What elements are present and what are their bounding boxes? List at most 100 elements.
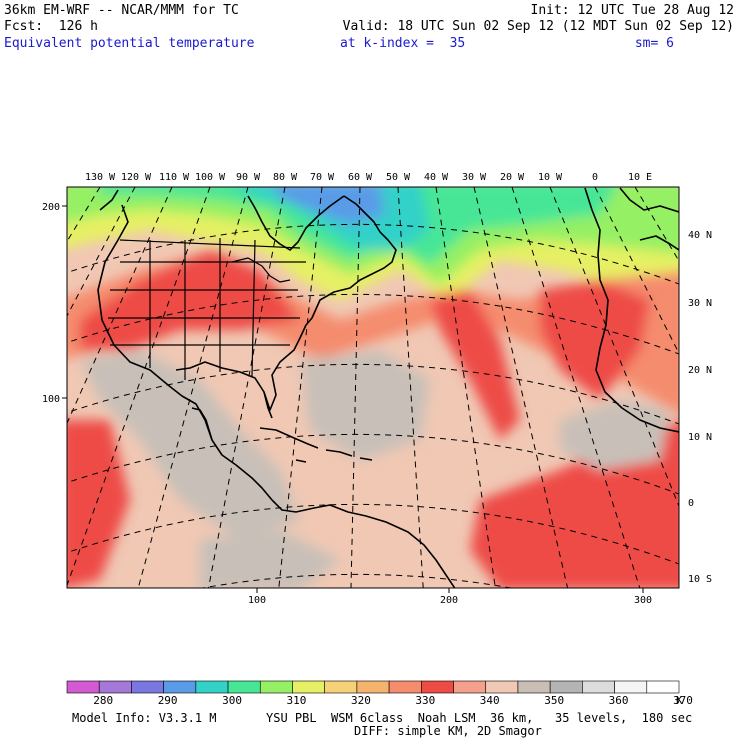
colorbar-label: 350: [544, 694, 564, 707]
gulf-coast: [191, 391, 273, 441]
colorbar-swatch: [421, 680, 454, 694]
colorbar-swatch: [614, 680, 648, 694]
colorbar-swatch: [227, 680, 261, 694]
colorbar-swatch: [646, 680, 680, 694]
puerto-rico: [359, 457, 373, 461]
colorbar-swatch: [98, 680, 132, 694]
cuba: [259, 427, 319, 449]
grid-label: 200: [440, 595, 458, 606]
north-america-coast: [97, 189, 397, 501]
colorbar-swatch: [356, 680, 390, 694]
colorbar-label: 300: [222, 694, 242, 707]
model-info: Model Info: V3.3.1 M: [72, 711, 217, 725]
colorbar-swatch: [324, 680, 358, 694]
colorbar-units: K: [676, 694, 683, 707]
grid-label: 100: [42, 394, 60, 405]
political-borders: [108, 238, 306, 380]
longitude-line: [67, 187, 211, 587]
south-america-coast: [271, 499, 456, 588]
colorbar-swatch: [485, 680, 519, 694]
colorbar-swatch: [131, 680, 164, 694]
colorbar-swatch: [517, 680, 551, 694]
valid-time: Valid: 18 UTC Sun 02 Sep 12 (12 MDT Sun …: [342, 19, 734, 34]
colorbar-label: 330: [415, 694, 435, 707]
europe-coast: [619, 187, 679, 251]
grid-label: 100: [248, 595, 266, 606]
colorbar-swatch: [549, 680, 583, 694]
longitude-label: 30 W: [462, 172, 487, 183]
colorbar-swatch: [259, 680, 293, 694]
longitude-line: [278, 187, 323, 588]
colorbar-labels: 280 290 300 310 320 330 340 350 360 370: [93, 694, 693, 707]
longitude-label: 40 W: [424, 172, 449, 183]
latitude-label: 10 S: [688, 574, 712, 585]
latitude-line: [67, 223, 679, 285]
colorbar-swatch: [388, 680, 422, 694]
init-time: Init: 12 UTC Tue 28 Aug 12: [530, 3, 735, 18]
longitude-label: 110 W: [159, 172, 190, 183]
left-grid-labels: 200 100: [42, 202, 67, 405]
colorbar-label: 310: [287, 694, 307, 707]
graticule: [67, 187, 679, 588]
longitude-label: 10 W: [538, 172, 563, 183]
longitude-line: [208, 187, 286, 588]
forecast-hour: Fcst: 126 h: [4, 19, 98, 34]
colorbar-swatch: [453, 680, 487, 694]
bottom-grid-labels: 100 200 300: [248, 588, 652, 606]
grid-label: 200: [42, 202, 60, 213]
longitude-line: [350, 187, 361, 588]
colorbar-label: 280: [93, 694, 113, 707]
jamaica: [295, 459, 307, 463]
latitude-label: 0: [688, 498, 694, 509]
longitude-line: [511, 187, 641, 588]
model-title: 36km EM-WRF -- NCAR/MMM for TC: [4, 3, 239, 18]
africa-coast: [584, 187, 679, 433]
field-name: Equivalent potential temperature: [4, 36, 255, 51]
grid-label: 300: [634, 595, 652, 606]
longitude-label: 50 W: [386, 172, 411, 183]
latitude-label: 10 N: [688, 432, 712, 443]
latitude-line: [67, 503, 679, 565]
longitude-line: [137, 187, 249, 588]
great-lakes: [231, 257, 291, 283]
latitude-line: [67, 433, 679, 495]
colorbar-label: 320: [351, 694, 371, 707]
latitude-line: [67, 293, 679, 355]
longitude-label: 60 W: [348, 172, 373, 183]
longitude-label: 70 W: [310, 172, 335, 183]
colorbar-label: 370: [673, 694, 693, 707]
longitude-label: 130 W: [85, 172, 116, 183]
coastlines: [97, 187, 679, 588]
longitude-label: 100 W: [195, 172, 226, 183]
longitude-line: [634, 187, 679, 262]
longitude-line: [435, 187, 496, 588]
latitude-line: [67, 363, 679, 425]
longitude-line: [397, 187, 424, 588]
longitude-line: [473, 187, 569, 588]
plot-frame: [66, 186, 680, 589]
level-index: at k-index = 35: [340, 36, 466, 51]
longitude-label: 0: [592, 172, 598, 183]
colorbar-swatch: [292, 680, 325, 694]
longitude-label: 120 W: [121, 172, 152, 183]
smoothing: sm= 6: [634, 36, 674, 51]
colorbar-swatch: [195, 680, 229, 694]
colorbar-label: 340: [480, 694, 500, 707]
longitude-labels: 130 W 120 W 110 W 100 W 90 W 80 W 70 W 60 W 50 W…: [85, 172, 652, 183]
colorbar-swatch: [163, 680, 197, 694]
diffusion-info: DIFF: simple KM, 2D Smagor: [354, 724, 542, 738]
latitude-label: 30 N: [688, 298, 712, 309]
longitude-label: 20 W: [500, 172, 525, 183]
colorbar-swatch: [582, 680, 615, 694]
longitude-label: 90 W: [236, 172, 261, 183]
colorbar-label: 290: [158, 694, 178, 707]
latitude-label: 40 N: [688, 230, 712, 241]
colorbar-swatch: [66, 680, 100, 694]
longitude-label: 80 W: [273, 172, 298, 183]
physics-info: YSU PBL WSM 6class Noah LSM 36 km, 35 le…: [266, 711, 693, 725]
hispaniola: [325, 449, 353, 457]
latitude-label: 20 N: [688, 365, 712, 376]
latitude-labels: 40 N 30 N 20 N 10 N 0 10 S: [688, 230, 712, 585]
longitude-label: 10 E: [628, 172, 652, 183]
